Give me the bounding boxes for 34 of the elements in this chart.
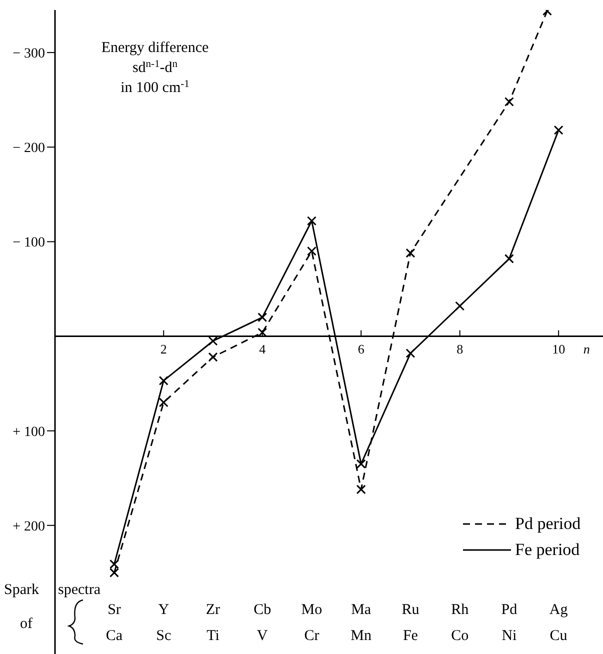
y-axis-title: Energy difference sd$^{n-1}$-d$^{n}$ in 100 cm$^{-1}$ — [101, 40, 209, 96]
y-tick-label: − 200 — [12, 141, 45, 156]
y-tick-label: + 200 — [12, 519, 45, 534]
point — [504, 254, 514, 264]
point — [356, 484, 366, 494]
point — [306, 246, 316, 256]
point — [306, 216, 316, 226]
point — [258, 312, 268, 322]
point — [158, 376, 168, 386]
point — [504, 96, 514, 106]
point — [554, 125, 564, 135]
y-tick-label: − 100 — [12, 236, 45, 251]
legend-label: Fe period — [515, 540, 580, 560]
point — [208, 352, 218, 362]
point — [406, 348, 416, 358]
y-tick-label: + 100 — [12, 424, 45, 440]
text: Ca Sc Ti V Cr Mn Fe Co Ni Cu — [106, 628, 568, 644]
point — [406, 248, 416, 258]
point — [356, 459, 366, 469]
x-tick-label: 2 — [160, 341, 167, 356]
point — [109, 559, 119, 569]
x-tick-label: 6 — [358, 341, 365, 356]
legend-label: Pd period — [515, 514, 581, 534]
x-axis-title: n — [583, 341, 590, 356]
text: Spark spectra of — [4, 582, 100, 632]
text: Sr Y Zr Cb Mo Ma Ru Rh Pd Ag — [108, 602, 568, 618]
point — [208, 336, 218, 346]
point — [455, 301, 465, 311]
point — [158, 398, 168, 408]
point — [109, 568, 119, 578]
x-tick-label: 10 — [552, 341, 566, 356]
x-tick-label: 4 — [259, 341, 266, 356]
y-tick-label: − 300 — [12, 46, 45, 62]
x-tick-label: 8 — [456, 341, 464, 356]
